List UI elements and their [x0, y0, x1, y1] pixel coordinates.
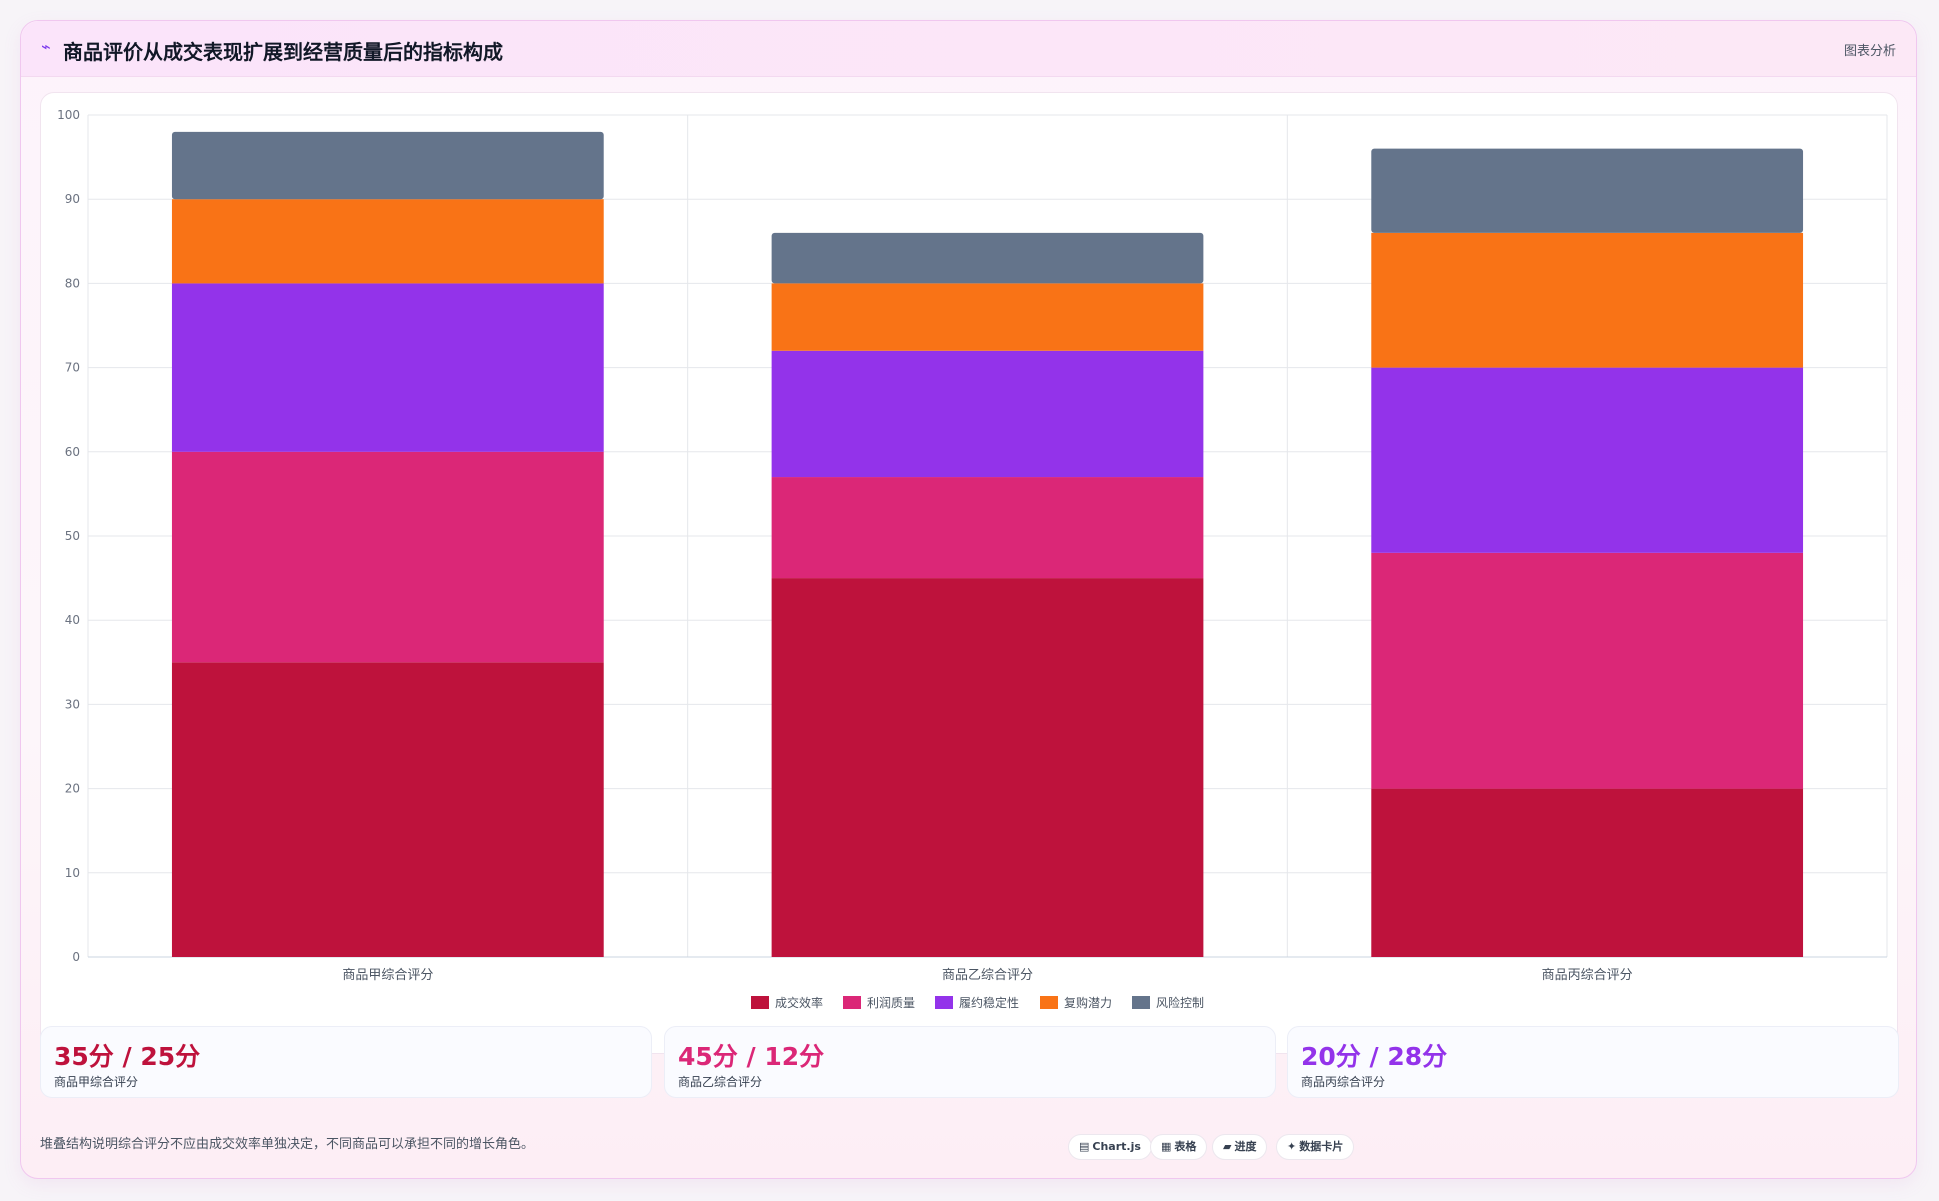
stacked-bar-chart: 0 10 20 30 40 50 60 70 80 90 100 商品甲综合评分 商品乙综合评分 商品丙综…	[57, 108, 1888, 1010]
stat-value: 20分 / 28分	[1301, 1042, 1448, 1071]
y-tick-label: 70	[65, 361, 80, 375]
bar-segment	[771, 232, 1204, 284]
bar-segment	[1371, 148, 1804, 233]
tag-label: 进度	[1234, 1140, 1257, 1153]
page-title: 商品评价从成交表现扩展到经营质量后的指标构成	[63, 40, 503, 64]
x-tick-label: 商品甲综合评分	[342, 968, 433, 983]
tag-data-cards[interactable]: ✦ 数据卡片	[1276, 1134, 1355, 1160]
bar-segment	[1371, 788, 1804, 957]
bar-segment	[1371, 232, 1804, 368]
y-tick-label: 40	[65, 613, 80, 627]
stat-value: 45分 / 12分	[678, 1042, 825, 1071]
legend-swatch	[935, 996, 953, 1009]
tag-progress[interactable]: ▰ 进度	[1212, 1134, 1268, 1160]
x-tick-label: 商品丙综合评分	[1542, 968, 1633, 983]
chart-trend-icon: ⌁	[41, 37, 51, 56]
bar-segment	[771, 578, 1204, 957]
tag-label: 数据卡片	[1299, 1140, 1344, 1153]
bar-segment	[171, 131, 604, 200]
y-tick-label: 60	[65, 445, 80, 459]
bar-segment	[171, 283, 604, 452]
bar-segment	[1371, 367, 1804, 553]
card-header: ⌁ 商品评价从成交表现扩展到经营质量后的指标构成 图表分析	[21, 21, 1916, 77]
chart-icon: ▤	[1079, 1140, 1090, 1153]
y-tick-label: 50	[65, 529, 80, 543]
tag-label: Chart.js	[1092, 1140, 1141, 1153]
legend-swatch	[1040, 996, 1058, 1009]
y-tick-label: 0	[72, 950, 80, 964]
bar-segment	[771, 477, 1204, 579]
bar-segment	[171, 662, 604, 957]
legend-swatch	[843, 996, 861, 1009]
stat-value: 35分 / 25分	[54, 1042, 201, 1071]
tag-label: 表格	[1174, 1140, 1197, 1153]
stat-label: 商品乙综合评分	[678, 1075, 763, 1089]
stat-label: 商品丙综合评分	[1301, 1075, 1386, 1089]
y-tick-label: 80	[65, 276, 80, 290]
y-tick-label: 100	[57, 108, 80, 122]
legend-label: 履约稳定性	[959, 995, 1019, 1010]
legend-swatch	[751, 996, 769, 1009]
stat-card-a: 35分 / 25分 商品甲综合评分	[40, 1026, 652, 1098]
bar-segment	[1371, 552, 1804, 789]
y-tick-label: 20	[65, 782, 80, 796]
legend-label: 复购潜力	[1064, 995, 1112, 1010]
y-tick-label: 90	[65, 192, 80, 206]
stat-card-c: 20分 / 28分 商品丙综合评分	[1287, 1026, 1899, 1098]
table-icon: ▦	[1161, 1140, 1172, 1153]
bar-segment	[771, 283, 1204, 351]
y-tick-label: 10	[65, 866, 80, 880]
y-tick-label: 30	[65, 697, 80, 711]
tag-chartjs[interactable]: ▤ Chart.js	[1068, 1134, 1152, 1160]
legend-swatch	[1132, 996, 1150, 1009]
legend-label: 风险控制	[1156, 995, 1204, 1010]
tag-table[interactable]: ▦ 表格	[1150, 1134, 1208, 1160]
chart-panel: 0 10 20 30 40 50 60 70 80 90 100 商品甲综合评分 商品乙综合评分 商品丙综…	[40, 92, 1898, 1054]
legend-label: 成交效率	[775, 995, 823, 1010]
chart-analysis-link[interactable]: 图表分析	[1843, 44, 1896, 59]
bar-segment	[771, 350, 1204, 478]
footnote: 堆叠结构说明综合评分不应由成交效率单独决定，不同商品可以承担不同的增长角色。	[40, 1137, 535, 1152]
legend-label: 利润质量	[867, 996, 915, 1010]
bar-segment	[171, 199, 604, 284]
sparkle-icon: ✦	[1287, 1140, 1297, 1153]
bar-segment	[171, 451, 604, 663]
stat-label: 商品甲综合评分	[54, 1075, 139, 1089]
x-tick-label: 商品乙综合评分	[942, 968, 1033, 983]
progress-icon: ▰	[1223, 1140, 1232, 1153]
stat-card-b: 45分 / 12分 商品乙综合评分	[664, 1026, 1276, 1098]
